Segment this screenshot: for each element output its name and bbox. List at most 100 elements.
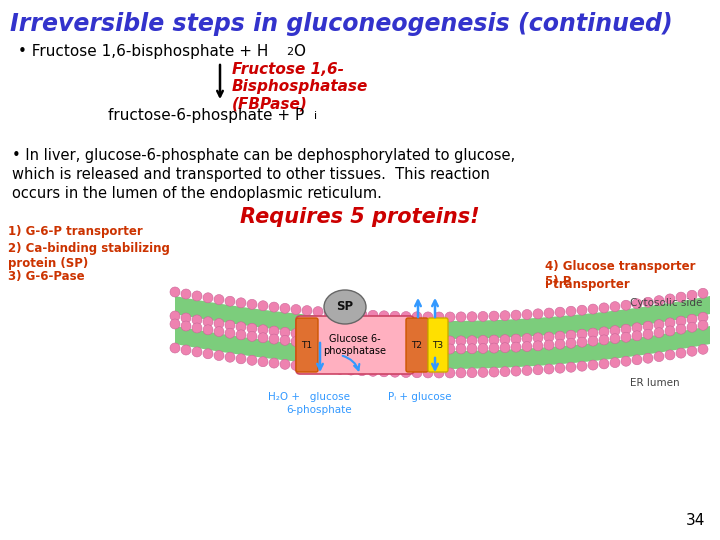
Circle shape <box>566 330 576 340</box>
Circle shape <box>401 335 411 346</box>
Circle shape <box>324 340 334 349</box>
FancyBboxPatch shape <box>296 316 414 374</box>
Circle shape <box>522 341 532 352</box>
Circle shape <box>258 333 268 343</box>
Circle shape <box>676 348 686 358</box>
Text: Glucose 6-
phosphatase: Glucose 6- phosphatase <box>323 334 387 356</box>
Circle shape <box>610 357 620 368</box>
Circle shape <box>412 312 422 322</box>
Circle shape <box>665 294 675 304</box>
Circle shape <box>577 305 587 315</box>
Circle shape <box>170 343 180 353</box>
Text: occurs in the lumen of the endoplasmic reticulum.: occurs in the lumen of the endoplasmic r… <box>12 186 382 201</box>
Circle shape <box>511 366 521 376</box>
Circle shape <box>610 326 620 335</box>
Circle shape <box>368 310 378 320</box>
Circle shape <box>412 336 422 346</box>
Circle shape <box>269 334 279 344</box>
Circle shape <box>225 352 235 362</box>
Circle shape <box>610 302 620 312</box>
Circle shape <box>489 335 499 345</box>
Circle shape <box>291 305 301 314</box>
Circle shape <box>544 308 554 318</box>
Circle shape <box>478 343 488 353</box>
Circle shape <box>401 343 411 354</box>
Circle shape <box>577 361 587 371</box>
Circle shape <box>280 359 290 369</box>
Circle shape <box>599 359 609 369</box>
Circle shape <box>192 315 202 325</box>
Circle shape <box>324 363 334 374</box>
Circle shape <box>258 357 268 367</box>
Circle shape <box>313 339 323 349</box>
Circle shape <box>467 343 477 354</box>
Circle shape <box>280 335 290 346</box>
Circle shape <box>522 309 532 320</box>
Text: 2) Ca-binding stabilizing
protein (SP): 2) Ca-binding stabilizing protein (SP) <box>8 242 170 270</box>
Circle shape <box>456 368 466 378</box>
Circle shape <box>335 364 345 374</box>
Circle shape <box>500 310 510 321</box>
Circle shape <box>599 303 609 313</box>
Circle shape <box>577 337 587 347</box>
Circle shape <box>379 367 389 377</box>
Circle shape <box>445 312 455 322</box>
Text: Fructose 1,6-
Bisphosphatase
(FBPase): Fructose 1,6- Bisphosphatase (FBPase) <box>232 62 369 112</box>
Text: T2: T2 <box>412 341 423 349</box>
Circle shape <box>313 330 323 341</box>
Circle shape <box>544 332 554 342</box>
Circle shape <box>456 336 466 346</box>
Circle shape <box>247 323 257 333</box>
Circle shape <box>489 311 499 321</box>
Circle shape <box>346 333 356 343</box>
Circle shape <box>192 323 202 333</box>
Circle shape <box>621 300 631 310</box>
Circle shape <box>643 321 653 331</box>
Circle shape <box>192 347 202 357</box>
Circle shape <box>335 308 345 318</box>
Circle shape <box>478 335 488 346</box>
Circle shape <box>181 345 191 355</box>
Circle shape <box>555 331 565 341</box>
Text: 34: 34 <box>685 513 705 528</box>
Circle shape <box>555 363 565 373</box>
Circle shape <box>544 340 554 350</box>
Text: • Fructose 1,6-bisphosphate + H: • Fructose 1,6-bisphosphate + H <box>18 44 269 59</box>
Circle shape <box>192 291 202 301</box>
Circle shape <box>511 334 521 344</box>
Text: SP: SP <box>336 300 354 314</box>
Circle shape <box>687 314 697 324</box>
Circle shape <box>423 312 433 322</box>
Circle shape <box>335 340 345 350</box>
Circle shape <box>247 299 257 309</box>
Circle shape <box>467 368 477 377</box>
Text: Irreversible steps in gluconeogenesis (continued): Irreversible steps in gluconeogenesis (c… <box>10 12 672 36</box>
Circle shape <box>269 326 279 336</box>
Text: 1) G-6-P transporter: 1) G-6-P transporter <box>8 225 143 238</box>
Polygon shape <box>175 296 710 339</box>
Circle shape <box>676 292 686 302</box>
Circle shape <box>379 335 389 345</box>
Circle shape <box>401 368 411 377</box>
Circle shape <box>423 368 433 378</box>
Circle shape <box>434 344 444 354</box>
Circle shape <box>390 335 400 345</box>
Circle shape <box>357 310 367 320</box>
Circle shape <box>258 301 268 310</box>
Circle shape <box>489 367 499 377</box>
Text: 4) Glucose transporter
5) P: 4) Glucose transporter 5) P <box>545 260 696 288</box>
Circle shape <box>698 288 708 298</box>
Circle shape <box>302 362 312 372</box>
Circle shape <box>676 324 686 334</box>
Text: T1: T1 <box>302 341 312 349</box>
Circle shape <box>610 334 620 343</box>
Circle shape <box>555 307 565 317</box>
Circle shape <box>236 354 246 364</box>
Circle shape <box>324 307 334 318</box>
Circle shape <box>456 312 466 322</box>
Circle shape <box>225 296 235 306</box>
Circle shape <box>203 325 213 335</box>
Circle shape <box>632 331 642 341</box>
Circle shape <box>236 298 246 308</box>
Circle shape <box>511 342 521 352</box>
